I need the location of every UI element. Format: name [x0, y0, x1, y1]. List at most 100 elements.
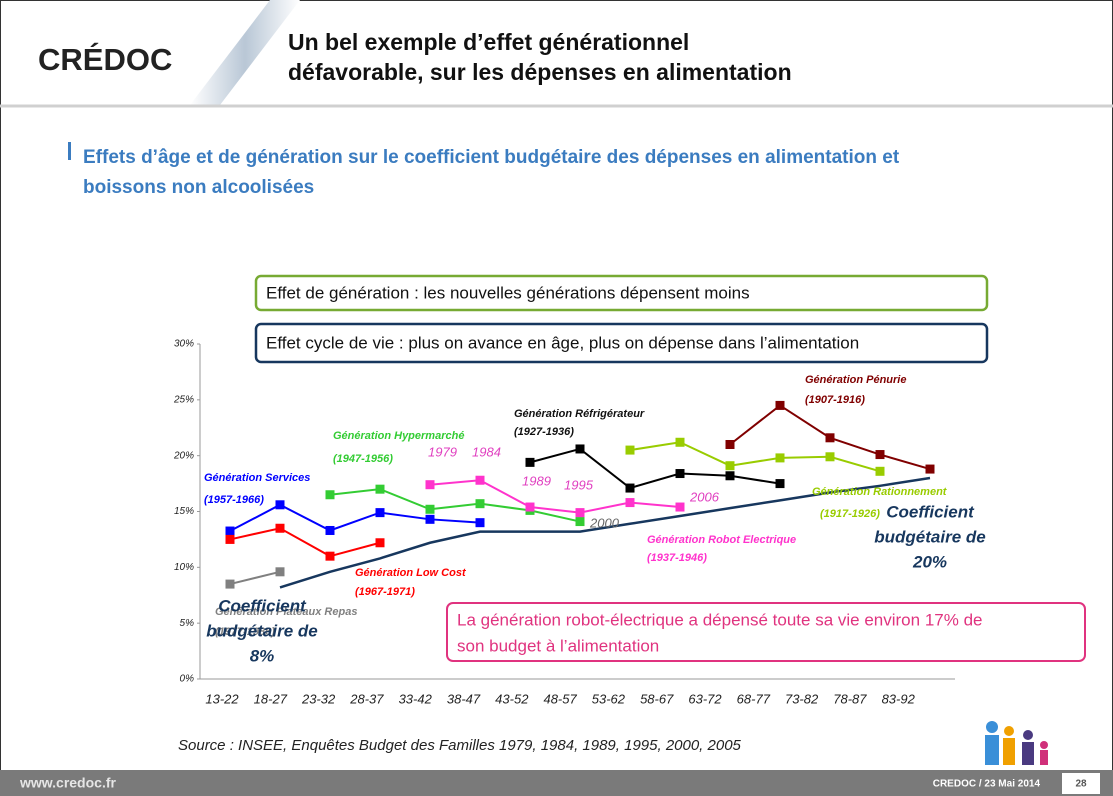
x-tick-label: 58-67	[640, 691, 674, 706]
point	[775, 453, 785, 463]
point	[925, 464, 935, 474]
callout-box	[254, 274, 989, 312]
x-tick-label: 63-72	[688, 691, 722, 706]
y-tick-label: 25%	[173, 394, 194, 405]
series-label: Génération Réfrigérateur	[514, 408, 645, 420]
logo: CRÉDOC	[38, 42, 172, 77]
x-tick-label: 18-27	[254, 691, 288, 706]
point	[775, 479, 785, 489]
header-diagonal	[190, 0, 300, 105]
point	[225, 526, 235, 536]
point	[475, 499, 485, 509]
subtitle: boissons non alcoolisées	[83, 177, 314, 198]
point	[675, 502, 685, 512]
point	[225, 579, 235, 589]
point	[575, 517, 585, 527]
coefficient-label: budgétaire de	[874, 527, 985, 546]
callout-box	[254, 322, 989, 364]
series-label: Génération Pénurie	[805, 374, 906, 386]
x-tick-label: 53-62	[592, 691, 626, 706]
year-label: 1979	[428, 444, 457, 459]
point	[525, 457, 535, 467]
point	[625, 498, 635, 508]
point	[375, 538, 385, 548]
point	[625, 483, 635, 493]
series-label: Génération Hypermarché	[333, 430, 464, 442]
subtitle: Effets d’âge et de génération sur le coe…	[83, 147, 900, 168]
year-label: 2006	[689, 489, 720, 504]
y-tick-label: 10%	[174, 562, 194, 573]
point	[675, 437, 685, 447]
footer-site: www.credoc.fr	[19, 775, 117, 791]
callout-text: La génération robot-électrique a dépensé…	[457, 610, 982, 629]
point	[775, 400, 785, 410]
x-tick-label: 83-92	[882, 691, 916, 706]
series-line	[229, 527, 381, 558]
series-line	[329, 488, 581, 523]
page-box	[1062, 773, 1100, 794]
y-tick-label: 0%	[180, 674, 195, 685]
point	[325, 525, 335, 535]
point	[375, 508, 385, 518]
point	[475, 518, 485, 528]
point	[425, 504, 435, 514]
point	[575, 508, 585, 518]
point	[275, 567, 285, 577]
point	[475, 475, 485, 485]
series-line	[629, 441, 881, 473]
series-label: Génération Services	[204, 472, 310, 484]
point	[625, 445, 635, 455]
callout-text: Effet cycle de vie : plus on avance en â…	[266, 333, 859, 352]
x-tick-label: 13-22	[205, 691, 239, 706]
page-number: 28	[1075, 779, 1087, 790]
point	[575, 444, 585, 454]
series-line	[529, 447, 781, 490]
series-label: Génération Robot Electrique	[647, 534, 796, 546]
title: défavorable, sur les dépenses en aliment…	[288, 59, 792, 85]
y-tick-label: 30%	[174, 339, 194, 350]
footer-date: CREDOC / 23 Mai 2014	[933, 779, 1041, 790]
coefficient-label: 20%	[912, 552, 947, 571]
year-label: 1984	[472, 444, 501, 459]
point	[825, 433, 835, 443]
point	[275, 500, 285, 510]
point	[875, 450, 885, 460]
coefficient-label: budgétaire de	[206, 621, 317, 640]
x-tick-label: 38-47	[447, 691, 481, 706]
point	[325, 490, 335, 500]
point	[725, 461, 735, 471]
y-tick-label: 20%	[173, 450, 194, 461]
point	[225, 534, 235, 544]
x-tick-label: 73-82	[785, 691, 819, 706]
point	[725, 440, 735, 449]
source: Source : INSEE, Enquêtes Budget des Fami…	[178, 737, 742, 754]
series-label: Génération Plateaux Repas	[215, 606, 357, 618]
series-line	[229, 503, 481, 532]
x-tick-label: 23-32	[301, 691, 336, 706]
point	[825, 452, 835, 462]
point	[375, 484, 385, 494]
series-period: (1917-1926)	[820, 508, 880, 520]
series-line	[279, 476, 931, 589]
x-tick-label: 28-37	[349, 691, 384, 706]
x-tick-label: 68-77	[737, 691, 771, 706]
year-label: 1989	[522, 473, 551, 488]
series-period: (1977-1986)	[215, 626, 275, 638]
point	[725, 471, 735, 481]
series-label: Génération Rationnement	[812, 486, 948, 498]
point	[425, 480, 435, 490]
series-period: (1927-1936)	[514, 426, 574, 438]
coefficient-label: Coefficient	[218, 596, 307, 615]
point	[275, 523, 285, 533]
callout-text: Effet de génération : les nouvelles géné…	[266, 283, 750, 302]
year-label: 2000	[589, 515, 620, 530]
coefficient-label: 8%	[250, 646, 275, 665]
series-line	[429, 479, 681, 514]
series-period: (1967-1971)	[355, 586, 415, 598]
y-tick-label: 15%	[174, 506, 194, 517]
x-tick-label: 33-42	[399, 691, 433, 706]
point	[525, 502, 535, 512]
